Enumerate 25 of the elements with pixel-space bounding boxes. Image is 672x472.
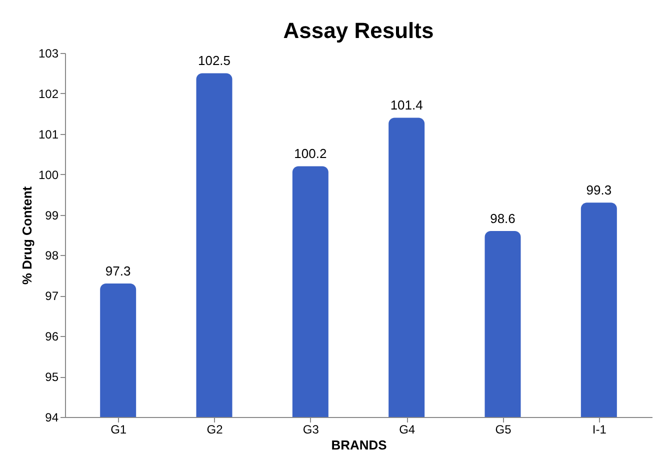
chart-title: Assay Results — [283, 18, 434, 43]
y-tick-label: 97 — [45, 289, 59, 304]
y-tick-label: 94 — [45, 410, 59, 424]
y-tick-label: 102 — [38, 86, 59, 101]
x-tick-label: G2 — [206, 422, 224, 436]
data-label: 99.3 — [586, 182, 612, 198]
data-label: 97.3 — [105, 264, 131, 279]
x-axis-title: BRANDS — [331, 438, 388, 452]
x-tick-label: G1 — [110, 422, 127, 436]
x-tick-label: G3 — [302, 422, 320, 436]
y-tick-label: 103 — [38, 46, 59, 60]
y-tick-label: 96 — [45, 330, 59, 344]
y-tick-label: 95 — [45, 370, 59, 384]
x-tick-label: G5 — [495, 422, 512, 436]
data-label: 101.4 — [390, 98, 423, 113]
y-tick-label: 101 — [38, 127, 59, 142]
y-tick-label: 100 — [38, 168, 59, 182]
x-tick-label: G4 — [399, 422, 416, 436]
x-tick-label: I-1 — [592, 422, 607, 436]
data-label: 98.6 — [490, 210, 516, 226]
y-axis-title: % Drug Content — [19, 186, 34, 285]
y-tick-label: 99 — [45, 208, 59, 222]
y-tick-label: 98 — [45, 248, 59, 263]
data-label: 100.2 — [294, 146, 327, 162]
data-label: 102.5 — [198, 53, 231, 68]
